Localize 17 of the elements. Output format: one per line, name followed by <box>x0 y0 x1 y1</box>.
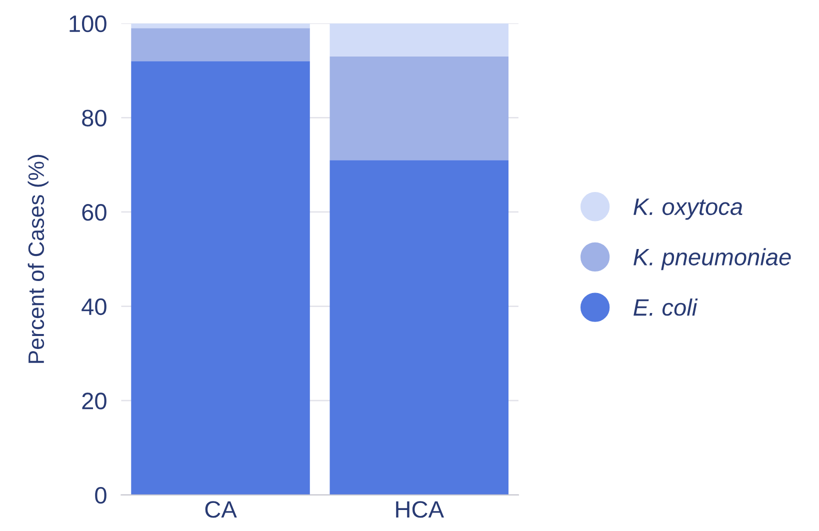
legend-label: K. oxytoca <box>634 198 742 220</box>
bar <box>330 23 508 56</box>
bar <box>131 28 310 62</box>
y-axis-title: Percent of Cases (%) <box>28 154 48 363</box>
y-tick-label: 0 <box>95 486 106 504</box>
legend-label: K. pneumoniae <box>634 248 791 270</box>
bar <box>330 56 508 160</box>
x-tick-label: CA <box>205 501 237 518</box>
x-tick-label: HCA <box>396 501 444 518</box>
y-tick-label: 20 <box>82 392 106 410</box>
bar <box>330 160 508 495</box>
bar <box>131 23 310 28</box>
y-tick-label: 40 <box>82 298 106 316</box>
y-tick-label: 100 <box>70 15 106 32</box>
y-tick-label: 80 <box>82 110 106 126</box>
y-tick-label: 60 <box>82 204 106 221</box>
legend-label: E. coli <box>634 298 698 316</box>
